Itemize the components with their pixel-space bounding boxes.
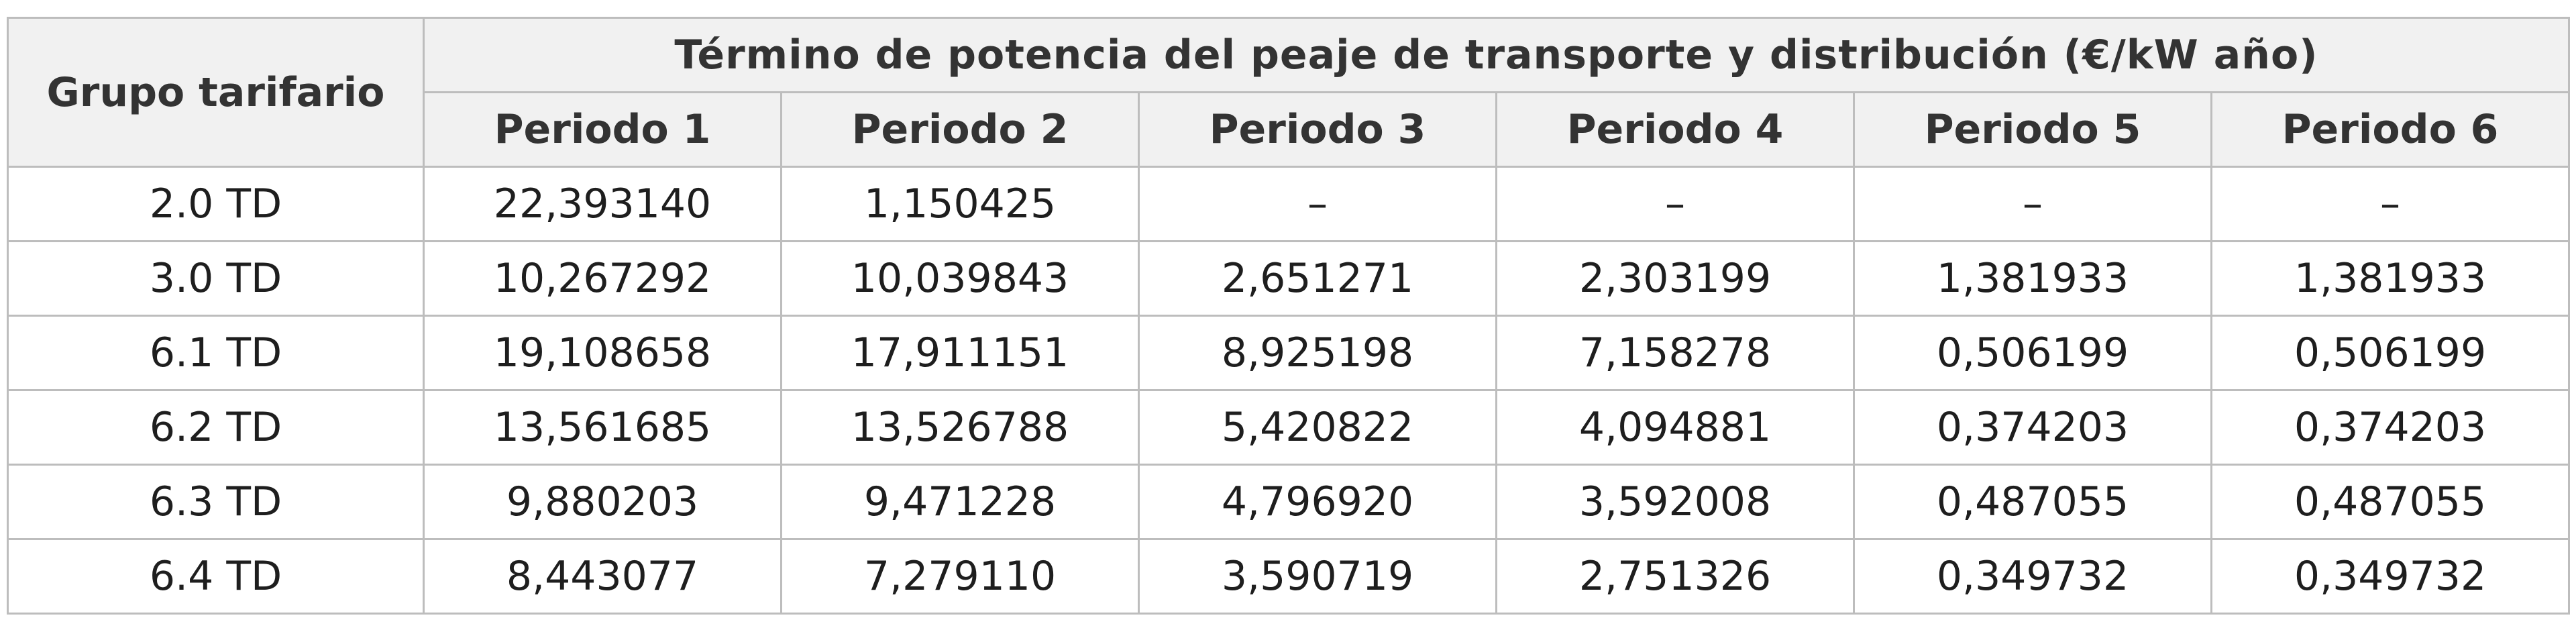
value-cell: 7,158278 xyxy=(1495,315,1855,391)
value-cell: 9,471228 xyxy=(780,464,1140,540)
value-cell: 2,751326 xyxy=(1495,538,1855,615)
value-cell: 0,506199 xyxy=(2210,315,2571,391)
value-cell: 17,911151 xyxy=(780,315,1140,391)
value-cell: 1,381933 xyxy=(2210,240,2571,317)
period-header: Periodo 5 xyxy=(1853,91,2212,168)
period-header: Periodo 3 xyxy=(1138,91,1497,168)
value-cell: 0,374203 xyxy=(1853,389,2212,466)
group-cell: 6.3 TD xyxy=(7,464,425,540)
period-header: Periodo 2 xyxy=(780,91,1140,168)
period-header: Periodo 6 xyxy=(2210,91,2571,168)
table-row: 6.2 TD 13,561685 13,526788 5,420822 4,09… xyxy=(7,389,2571,466)
tariff-table: Grupo tarifario Término de potencia del … xyxy=(7,17,2571,615)
value-cell: 1,381933 xyxy=(1853,240,2212,317)
value-cell: 0,349732 xyxy=(1853,538,2212,615)
table-row: 2.0 TD 22,393140 1,150425 – – – – xyxy=(7,166,2571,242)
value-cell: 8,925198 xyxy=(1138,315,1497,391)
value-cell: 19,108658 xyxy=(423,315,782,391)
table-header: Grupo tarifario Término de potencia del … xyxy=(7,17,2571,168)
value-cell: 2,303199 xyxy=(1495,240,1855,317)
header-row-periods: Periodo 1 Periodo 2 Periodo 3 Periodo 4 … xyxy=(8,91,2571,168)
value-cell: 0,374203 xyxy=(2210,389,2571,466)
value-cell: – xyxy=(2210,166,2571,242)
period-header: Periodo 1 xyxy=(423,91,782,168)
value-cell: – xyxy=(1853,166,2212,242)
group-cell: 6.2 TD xyxy=(7,389,425,466)
table-row: 6.1 TD 19,108658 17,911151 8,925198 7,15… xyxy=(7,315,2571,391)
value-cell: 4,796920 xyxy=(1138,464,1497,540)
value-cell: – xyxy=(1138,166,1497,242)
group-cell: 6.1 TD xyxy=(7,315,425,391)
value-cell: 10,267292 xyxy=(423,240,782,317)
table-row: 6.3 TD 9,880203 9,471228 4,796920 3,5920… xyxy=(7,464,2571,540)
value-cell: 5,420822 xyxy=(1138,389,1497,466)
value-cell: 13,526788 xyxy=(780,389,1140,466)
value-cell: – xyxy=(1495,166,1855,242)
table-row: 3.0 TD 10,267292 10,039843 2,651271 2,30… xyxy=(7,240,2571,317)
value-cell: 0,487055 xyxy=(1853,464,2212,540)
value-cell: 8,443077 xyxy=(423,538,782,615)
value-cell: 22,393140 xyxy=(423,166,782,242)
header-row-main: Grupo tarifario Término de potencia del … xyxy=(7,17,2571,168)
value-cell: 13,561685 xyxy=(423,389,782,466)
value-cell: 10,039843 xyxy=(780,240,1140,317)
group-cell: 3.0 TD xyxy=(7,240,425,317)
table-row: 6.4 TD 8,443077 7,279110 3,590719 2,7513… xyxy=(7,538,2571,615)
table-body: 2.0 TD 22,393140 1,150425 – – – – 3.0 TD… xyxy=(7,166,2571,615)
value-cell: 0,487055 xyxy=(2210,464,2571,540)
value-cell: 1,150425 xyxy=(780,166,1140,242)
period-header: Periodo 4 xyxy=(1495,91,1855,168)
value-cell: 2,651271 xyxy=(1138,240,1497,317)
value-cell: 7,279110 xyxy=(780,538,1140,615)
group-column-header: Grupo tarifario xyxy=(7,17,425,168)
value-cell: 0,506199 xyxy=(1853,315,2212,391)
main-column-header: Término de potencia del peaje de transpo… xyxy=(422,17,2571,93)
value-cell: 3,590719 xyxy=(1138,538,1497,615)
value-cell: 9,880203 xyxy=(423,464,782,540)
value-cell: 0,349732 xyxy=(2210,538,2571,615)
group-cell: 2.0 TD xyxy=(7,166,425,242)
value-cell: 4,094881 xyxy=(1495,389,1855,466)
value-cell: 3,592008 xyxy=(1495,464,1855,540)
group-cell: 6.4 TD xyxy=(7,538,425,615)
